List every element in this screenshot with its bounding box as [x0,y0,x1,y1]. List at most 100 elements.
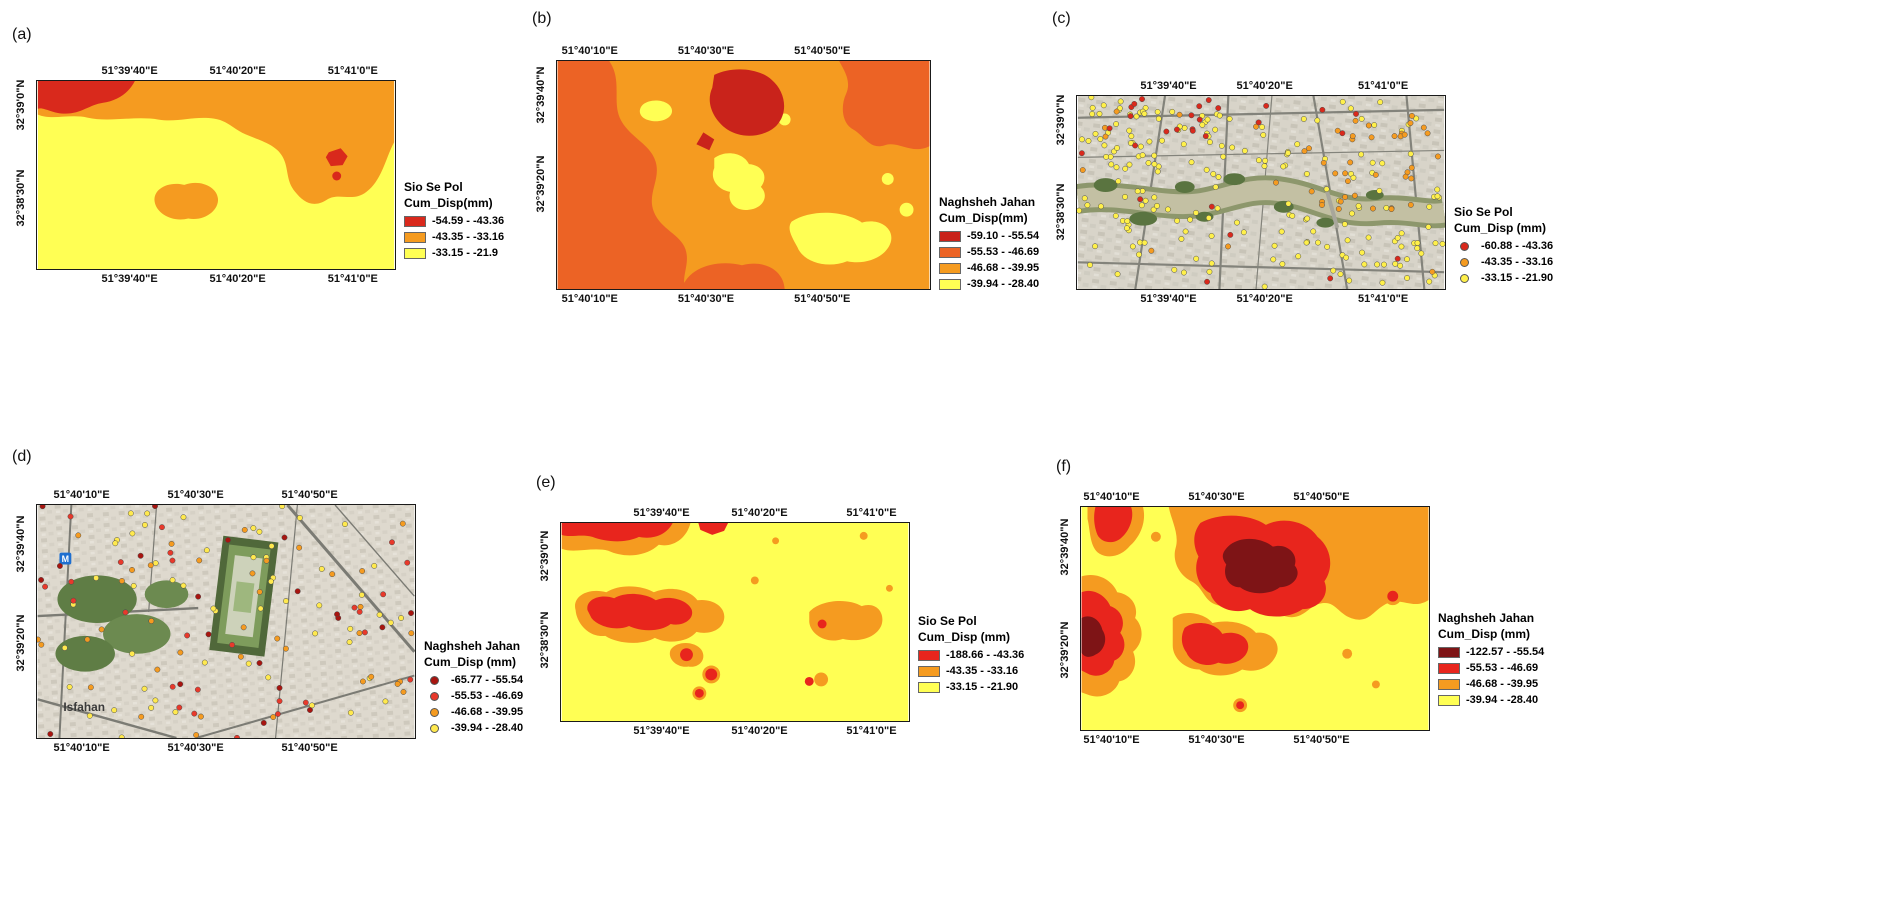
legend-title: Sio Se Pol [1454,205,1513,219]
x-tick: 51°40'20"E [209,65,266,77]
x-tick: 51°40'10"E [53,489,110,501]
zone-mid [37,81,395,220]
legend-item: -46.68 - -39.95 [1438,678,1544,690]
swatch [404,247,426,259]
zone-extreme [1081,538,1298,657]
swatch-dot [1460,241,1469,251]
swatch [939,230,961,242]
deformation-map-e [561,523,909,721]
map-canvas-c [1076,95,1446,290]
naghsh-e-jahan-square [209,535,279,657]
swatch [939,246,961,258]
legend-f: Naghsheh Jahan Cum_Disp (mm) -122.57 - -… [1438,611,1544,706]
zone-high [37,81,348,181]
legend-item: -188.66 - -43.36 [918,649,1024,661]
x-axis-bottom-a: 51°39'40"E 51°40'20"E 51°41'0"E [36,270,396,288]
zone-high [561,523,827,698]
legend-title: Naghsheh Jahan [424,639,521,653]
x-tick: 51°39'40"E [1140,293,1197,305]
map-canvas-e [560,522,910,722]
x-tick: 51°39'40"E [633,725,690,737]
y-axis-b: 32°39'40"N 32°39'20"N [532,60,556,290]
x-tick: 51°40'30"E [167,742,224,754]
legend-e: Sio Se Pol Cum_Disp (mm) -188.66 - -43.3… [918,614,1024,693]
metro-label: M [62,554,69,564]
panel-letter-f: (f) [1056,458,1072,475]
y-tick: 32°38'30"N [1055,183,1067,241]
legend-item: -65.77 - -55.54 [424,674,523,686]
panel-c: (c) 32°39'0"N 32°38'30"N 51°39'40"E 51°4… [1052,10,1553,308]
zone-low [639,100,914,265]
legend-item: -33.15 - -21.9 [404,247,504,259]
swatch [404,215,426,227]
x-tick: 51°39'40"E [633,507,690,519]
legend-item: -39.94 - -28.40 [424,722,523,734]
x-axis-bottom-b: 51°40'10"E 51°40'30"E 51°40'50"E [556,290,931,308]
y-tick: 32°39'0"N [15,79,27,131]
swatch-dot [1460,273,1469,283]
legend-b: Naghsheh Jahan Cum_Disp(mm) -59.10 - -55… [939,195,1039,290]
x-tick: 51°40'30"E [1188,491,1245,503]
legend-c: Sio Se Pol Cum_Disp (mm) -60.88 - -43.36… [1454,205,1553,284]
y-tick: 32°39'40"N [1059,518,1071,575]
legend-item: -43.35 - -33.16 [918,665,1024,677]
swatch [918,649,940,661]
legend-title: Sio Se Pol [918,614,977,628]
panel-d: (d) 32°39'40"N 32°39'20"N 51°40'10"E 51°… [12,448,523,757]
legend-subtitle: Cum_Disp (mm) [1454,220,1547,235]
x-axis-bottom-d: 51°40'10"E 51°40'30"E 51°40'50"E [36,739,416,757]
y-axis-a: 32°39'0"N 32°38'30"N [12,79,36,270]
satellite-map-d: M Isfahan [37,505,415,738]
map-canvas-b [556,60,931,290]
parks [55,575,189,672]
panel-letter-c: (c) [1052,10,1071,27]
x-axis-top-b: 51°40'10"E 51°40'30"E 51°40'50"E [556,42,931,60]
swatch [1438,678,1460,690]
panel-a: (a) 32°39'0"N 32°38'30"N 51°39'40"E 51°4… [12,26,504,288]
y-tick: 32°39'0"N [1055,94,1067,146]
legend-subtitle: Cum_Disp(mm) [939,210,1028,225]
x-tick: 51°40'20"E [731,725,788,737]
x-axis-top-d: 51°40'10"E 51°40'30"E 51°40'50"E [36,486,416,504]
city-label: Isfahan [63,700,105,714]
x-tick: 51°40'50"E [1293,491,1350,503]
legend-item: -59.10 - -55.54 [939,230,1039,242]
y-tick: 32°38'30"N [539,611,551,669]
x-tick: 51°40'10"E [1083,734,1140,746]
swatch [918,681,940,693]
legend-item: -55.53 - -46.69 [1438,662,1544,674]
panel-e: (e) 32°39'0"N 32°38'30"N 51°39'40"E 51°4… [536,474,1024,740]
x-axis-top-a: 51°39'40"E 51°40'20"E 51°41'0"E [36,62,396,80]
legend-title: Sio Se Pol [404,180,463,194]
x-tick: 51°40'10"E [561,45,618,57]
x-tick: 51°40'20"E [1236,293,1293,305]
x-tick: 51°40'10"E [561,293,618,305]
x-tick: 51°39'40"E [101,65,158,77]
y-axis-f: 32°39'40"N 32°39'20"N [1056,506,1080,731]
legend-item: -33.15 - -21.90 [1454,272,1553,284]
legend-d: Naghsheh Jahan Cum_Disp (mm) -65.77 - -5… [424,639,523,734]
x-tick: 51°41'0"E [846,507,897,519]
legend-item: -122.57 - -55.54 [1438,646,1544,658]
legend-subtitle: Cum_Disp (mm) [1438,626,1531,641]
legend-item: -39.94 - -28.40 [939,278,1039,290]
swatch-dot [1460,257,1469,267]
x-tick: 51°40'20"E [1236,80,1293,92]
displacement-points [37,505,415,738]
legend-item: -46.68 - -39.95 [424,706,523,718]
x-tick: 51°40'50"E [281,742,338,754]
y-tick: 32°39'20"N [535,155,547,213]
x-tick: 51°41'0"E [327,273,378,285]
map-canvas-d: M Isfahan [36,504,416,739]
satellite-map-c [1077,96,1445,289]
panel-letter-b: (b) [532,10,552,27]
roads [37,505,415,738]
swatch [939,278,961,290]
x-axis-top-f: 51°40'10"E 51°40'30"E 51°40'50"E [1080,488,1430,506]
y-tick: 32°39'0"N [539,530,551,582]
deformation-map-b [557,61,930,289]
legend-item: -39.94 - -28.40 [1438,694,1544,706]
vegetation [1093,173,1384,228]
swatch [404,231,426,243]
legend-subtitle: Cum_Disp(mm) [404,195,493,210]
